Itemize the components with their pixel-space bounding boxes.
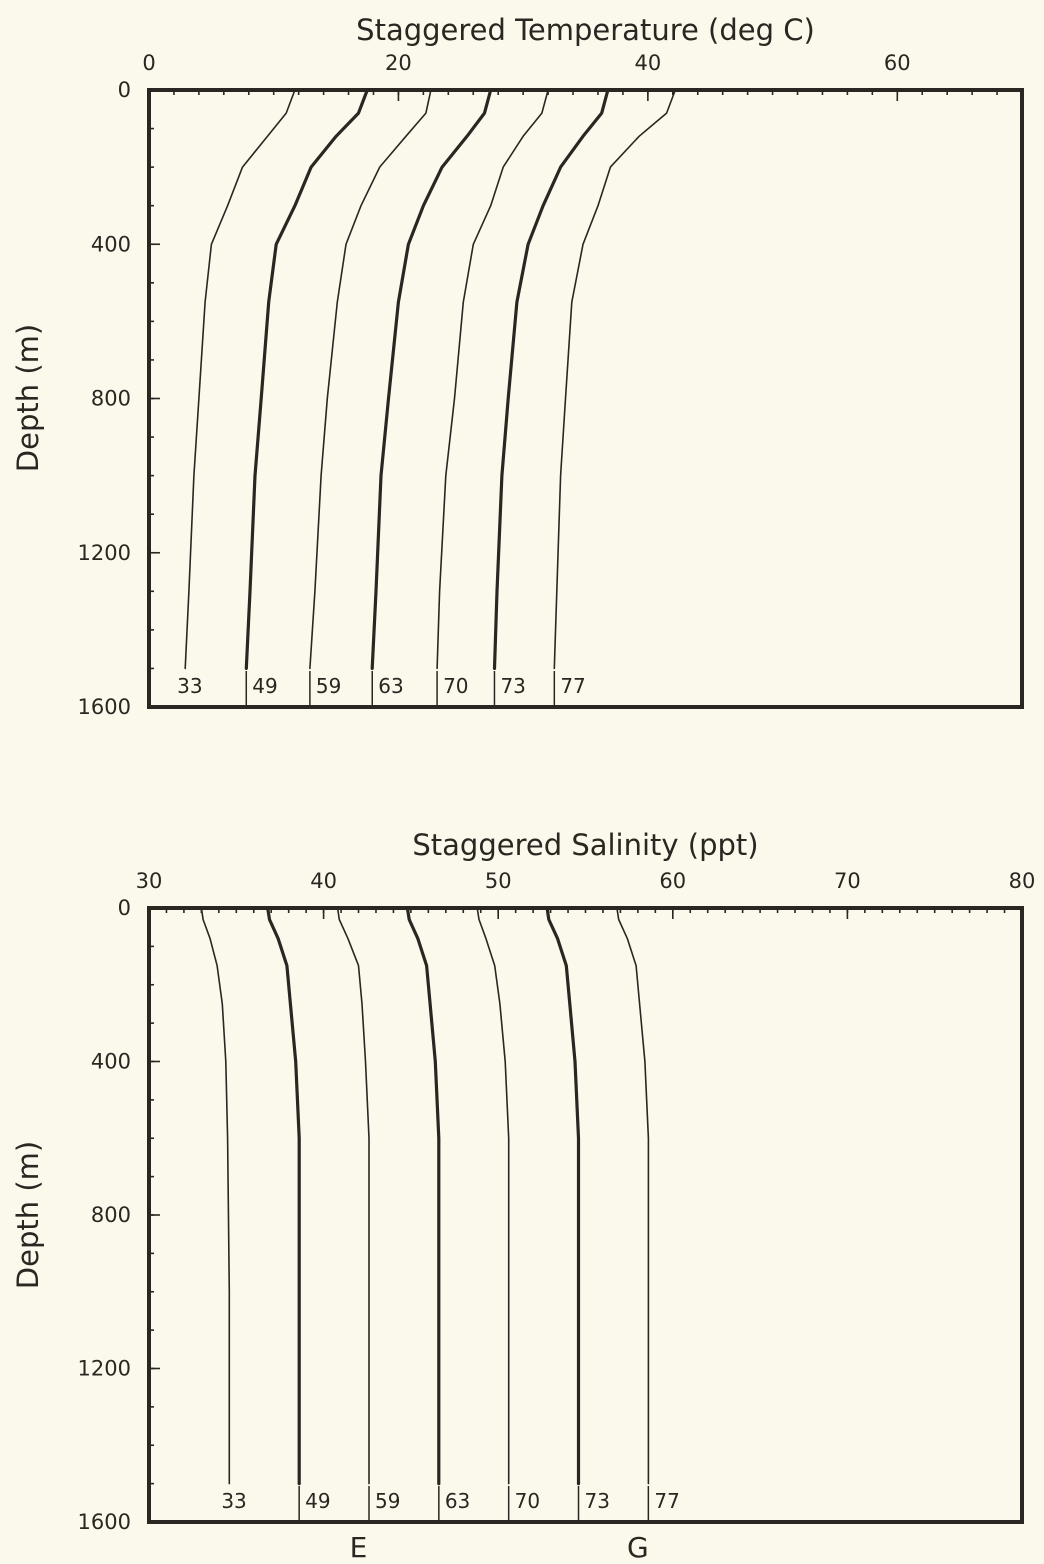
series-line-63 [405,906,441,1486]
y-tick-label: 1600 [78,1510,131,1534]
series-line-33 [200,907,231,1485]
series-label: 63 [378,674,403,698]
y-tick-label: 400 [91,232,131,256]
x-tick-label: 40 [634,51,661,75]
series-line-73 [492,88,610,671]
x-tick-label: 60 [884,51,911,75]
y-tick-label: 1600 [78,695,131,719]
series-label: 73 [585,1489,610,1513]
series-line-33 [184,89,296,670]
series-label: 33 [221,1489,246,1513]
series-label: 63 [445,1489,470,1513]
series-label: 70 [515,1489,540,1513]
plot-frame [147,88,1024,709]
x-tick-label: 60 [659,869,686,893]
x-tick-label: 30 [136,869,163,893]
y-tick-label: 800 [91,387,131,411]
x-tick-label: 40 [310,869,337,893]
series-label: 77 [560,674,585,698]
y-axis-label: Depth (m) [11,1141,45,1289]
x-tick-label: 50 [485,869,512,893]
series-line-49 [266,906,301,1486]
series-label: 59 [316,674,341,698]
bottom-marker: G [627,1531,649,1564]
series-label: 59 [375,1489,400,1513]
bottom-marker: E [350,1531,368,1564]
y-tick-label: 800 [91,1203,131,1227]
series-label: 70 [443,674,468,698]
y-tick-label: 400 [91,1050,131,1074]
series-line-77 [616,907,650,1485]
y-axis-label: Depth (m) [11,324,45,472]
chart-title: Staggered Salinity (ppt) [412,828,758,862]
y-tick-label: 0 [118,78,131,102]
series-label: 73 [500,674,525,698]
series-line-77 [553,89,677,670]
temperature-panel: Staggered Temperature (deg C) Depth (m) 0 2… [11,13,1024,719]
x-tick-label: 0 [142,51,155,75]
x-tick-label: 80 [1009,869,1036,893]
series-line-73 [545,906,581,1486]
series-label: 49 [305,1489,330,1513]
y-tick-label: 1200 [78,1357,131,1381]
series-label: 77 [654,1489,679,1513]
x-tick-label: 70 [834,869,861,893]
series-line-59 [336,907,370,1485]
plot-frame [147,906,1024,1524]
series-line-70 [436,89,549,670]
series-label: 33 [177,674,202,698]
chart-title: Staggered Temperature (deg C) [356,13,815,47]
series-label: 49 [252,674,277,698]
y-tick-label: 1200 [78,541,131,565]
series-line-59 [309,89,432,670]
y-tick-label: 0 [118,896,131,920]
series-line-63 [370,88,493,671]
series-line-70 [476,907,510,1485]
salinity-panel: Staggered Salinity (ppt) Depth (m) 30 40 50 6… [11,828,1035,1564]
x-tick-label: 20 [385,51,412,75]
series-line-49 [244,88,369,671]
